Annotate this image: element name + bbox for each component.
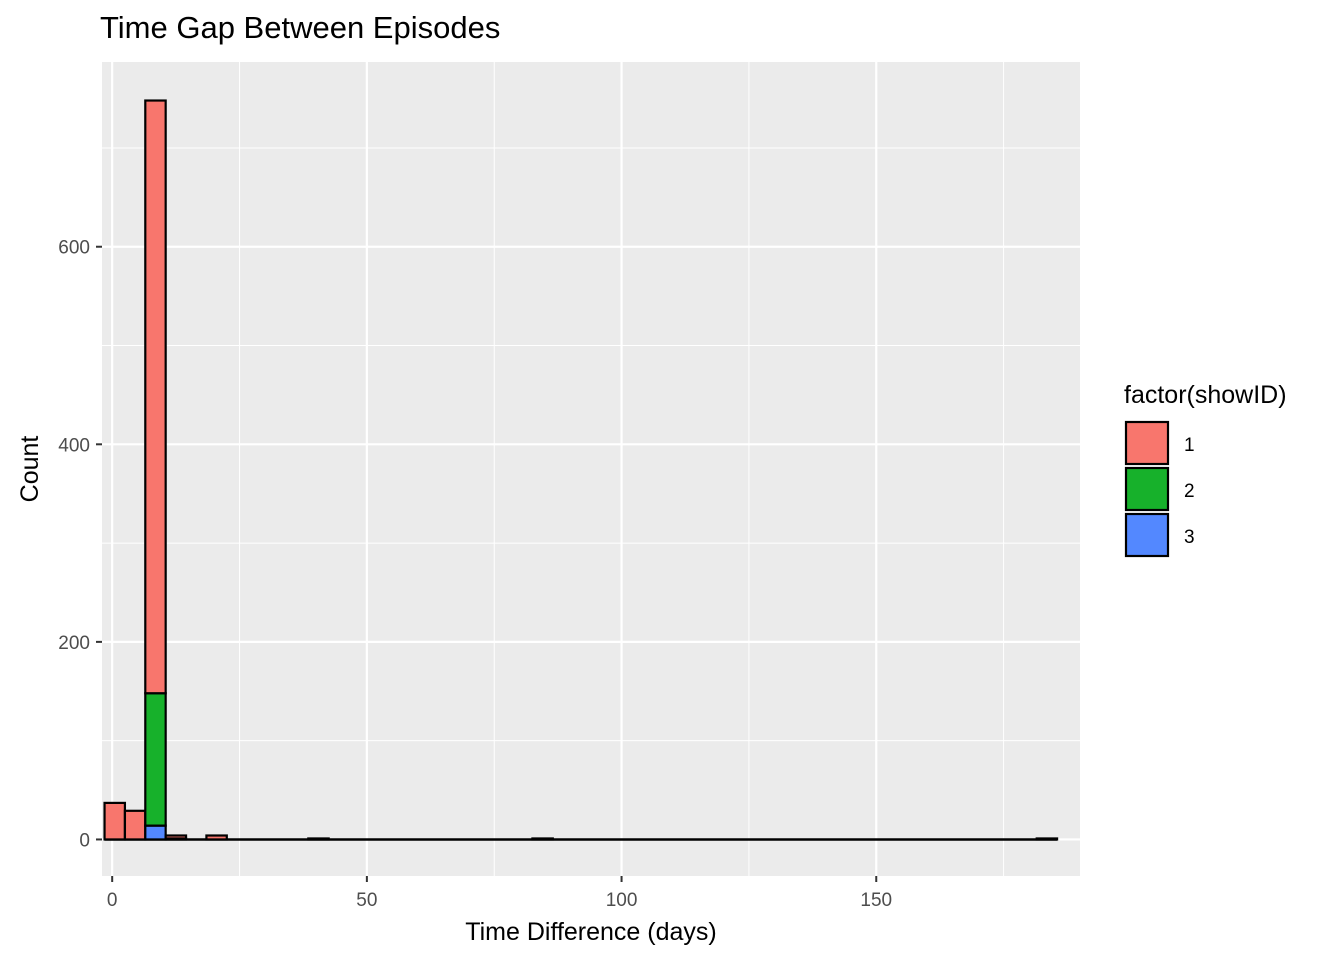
y-tick-label: 200 xyxy=(58,633,90,654)
x-tick-label: 100 xyxy=(606,890,638,911)
chart-title: Time Gap Between Episodes xyxy=(100,10,501,45)
x-tick-label: 150 xyxy=(860,890,892,911)
legend-key-2 xyxy=(1124,466,1170,512)
bar-series-1 xyxy=(123,809,147,841)
y-tick-label: 0 xyxy=(79,830,90,851)
x-tick-label: 50 xyxy=(356,890,377,911)
bar-series-1 xyxy=(144,99,167,695)
x-tick-label: 0 xyxy=(107,890,118,911)
legend-label-2: 2 xyxy=(1184,481,1195,502)
y-tick-label: 400 xyxy=(58,435,90,456)
bar-series-1 xyxy=(103,801,127,841)
legend-key-3 xyxy=(1124,512,1170,558)
y-axis-title: Count xyxy=(16,436,44,503)
legend-key-1 xyxy=(1124,420,1170,466)
bars-layer xyxy=(103,99,1059,841)
major-gridlines xyxy=(102,62,1080,876)
bar-series-2 xyxy=(144,692,167,827)
y-tick-label: 600 xyxy=(58,238,90,259)
plot-panel xyxy=(102,62,1080,876)
x-axis-title: Time Difference (days) xyxy=(465,918,716,946)
bar-series-1 xyxy=(531,837,554,841)
bar-series-1 xyxy=(1035,837,1059,841)
bar-series-1 xyxy=(307,837,330,841)
bar-series-1 xyxy=(205,834,228,841)
legend-items: 1 2 3 xyxy=(1124,420,1195,558)
legend-title: factor(showID) xyxy=(1124,381,1287,409)
legend-label-3: 3 xyxy=(1184,527,1195,548)
legend: factor(showID) 1 2 3 xyxy=(1124,381,1287,558)
x-axis: 0 50 100 150 xyxy=(107,876,892,911)
legend-label-1: 1 xyxy=(1184,435,1195,456)
bar-series-1 xyxy=(164,834,188,840)
bar-series-3 xyxy=(144,824,167,841)
y-axis: 0 200 400 600 xyxy=(58,238,102,851)
minor-gridlines xyxy=(102,62,1080,876)
